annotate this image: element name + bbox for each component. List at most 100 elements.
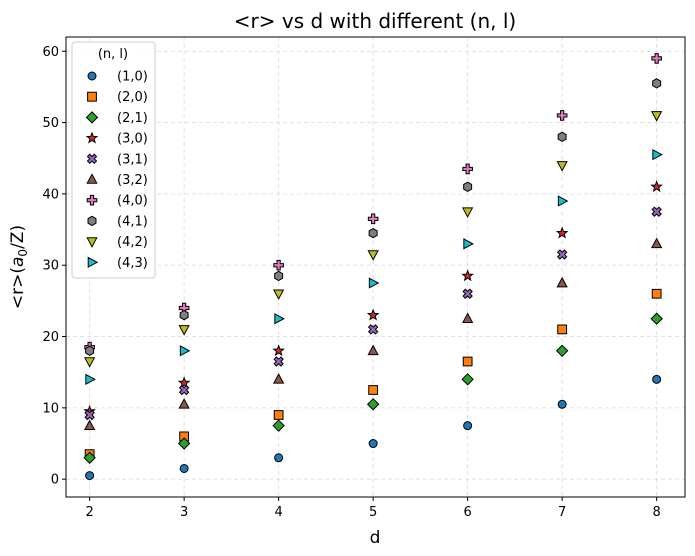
legend-label: (3,2) [117,173,148,188]
legend-label: (4,3) [117,256,148,271]
data-point [557,399,567,409]
legend-marker [87,215,97,227]
data-point [556,276,568,288]
legend-marker [86,153,98,165]
data-point [651,111,663,122]
x-tick-label: 7 [558,505,566,520]
data-point [272,289,285,301]
x-axis-label: d [370,528,381,548]
data-point [368,277,380,289]
data-point [651,206,662,217]
x-tick-label: 5 [369,505,377,520]
data-point [273,259,284,271]
chart-title: <r> vs d with different (n, l) [234,9,516,33]
data-point [462,288,473,299]
data-point [651,288,662,299]
data-point [366,308,380,321]
series-3-0 [83,180,663,417]
data-point [557,131,567,143]
y-tick-label: 30 [42,259,59,274]
data-point [556,161,568,172]
data-point [274,313,285,325]
x-axis-ticks: 2 3 4 5 6 7 8 [85,497,661,520]
data-point [463,238,474,250]
legend-label: (4,2) [117,235,148,250]
y-axis-label: <r>(a0/Z) [8,225,30,309]
legend-marker [87,91,97,102]
data-point [179,345,191,357]
data-point [368,385,379,395]
series-4-0 [84,53,662,353]
data-point [177,437,191,450]
legend-marker [87,71,97,81]
x-tick-label: 3 [180,505,188,520]
data-point [652,149,663,161]
data-point [651,237,663,249]
data-point [84,409,95,421]
y-axis-label-prefix: <r>( [8,267,28,309]
data-point [652,374,662,384]
data-point [368,439,378,449]
y-axis-label-suffix: /Z) [8,225,28,249]
y-tick-label: 50 [42,116,59,131]
legend-label: (4,0) [117,194,148,209]
series-4-2 [83,111,663,368]
y-tick-label: 0 [51,473,59,488]
data-point [178,325,190,336]
legend-label: (3,1) [117,152,148,167]
y-axis-ticks: 0 10 20 30 40 50 60 [42,45,66,488]
data-point [366,398,380,411]
data-point [274,270,284,282]
data-point [85,471,95,481]
data-point [367,324,379,335]
legend-marker [85,111,99,124]
data-point [463,181,473,192]
series-4-3 [85,149,663,385]
plot-frame [65,36,686,498]
series-4-1 [85,78,662,356]
series-1-0 [85,374,662,481]
data-point [650,312,663,325]
data-point [557,324,568,335]
data-point [368,227,378,239]
data-point [555,344,569,358]
x-tick-label: 6 [464,505,472,520]
data-point [272,344,285,357]
data-point [179,309,189,321]
data-point [85,345,95,356]
data-point [651,53,662,64]
legend: (n, l) (1,0) (2,0) (2,1) (3,0) (3,1) (3,2) (4,… [71,41,156,279]
y-tick-label: 40 [42,187,59,202]
data-point [83,451,96,464]
legend-marker [85,131,99,144]
series-3-2 [83,237,663,430]
data-point [179,463,189,473]
series-2-1 [83,312,663,464]
series-3-1 [84,206,662,421]
legend-label: (2,1) [117,111,148,126]
data-point [272,419,285,432]
data-point [274,453,284,463]
data-point [367,250,379,261]
data-point [556,249,568,260]
data-point [556,110,568,121]
legend-title: (n, l) [98,47,128,62]
data-point [83,357,96,368]
y-tick-label: 10 [42,401,59,416]
legend-marker [87,256,99,268]
legend-label: (2,0) [117,90,148,105]
data-point [273,356,284,367]
y-axis-label-symbol: a [8,257,28,267]
y-tick-label: 60 [42,45,59,60]
data-point [462,207,474,218]
y-axis-label-subscript: 0 [16,249,30,257]
legend-label: (4,1) [117,214,148,229]
data-point [557,195,569,207]
data-point [555,226,569,239]
data-point [273,410,284,420]
data-point [83,419,96,430]
data-point [178,384,190,396]
data-point [272,373,285,384]
legend-marker [86,194,98,206]
